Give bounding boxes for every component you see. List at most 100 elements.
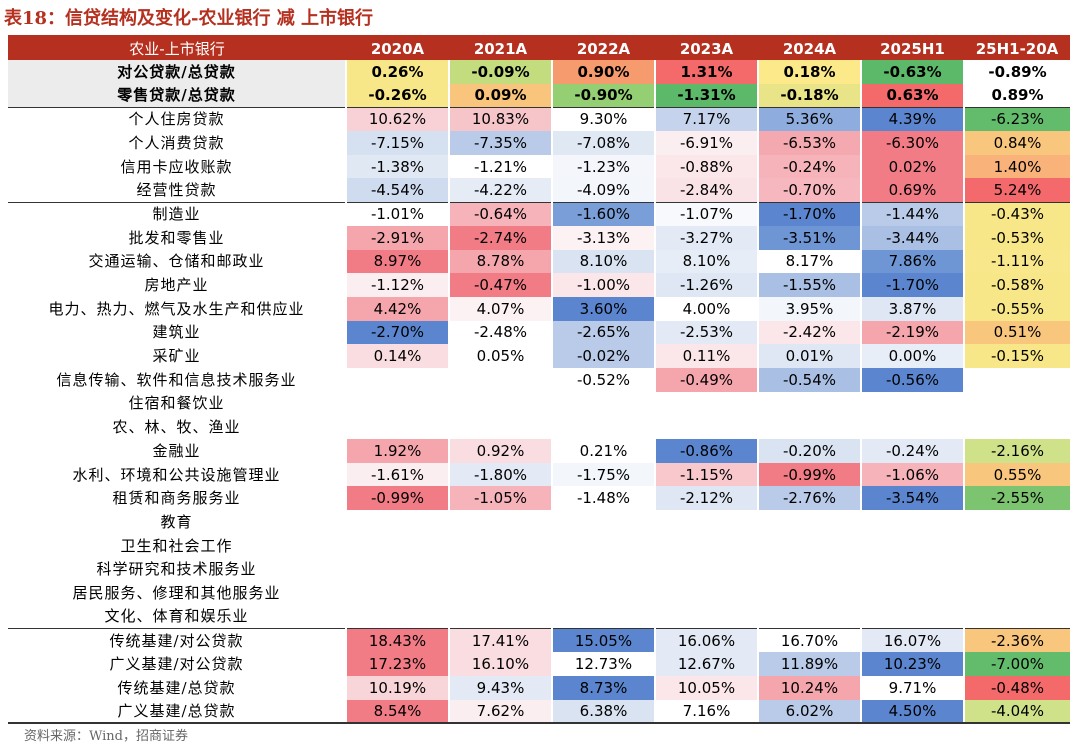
value-cell: -2.91% (345, 225, 449, 250)
value-cell: 17.41% (448, 628, 552, 653)
value-cell: 0.21% (551, 439, 655, 463)
row-label: 制造业 (8, 201, 346, 226)
value-cell: -0.48% (963, 675, 1070, 700)
value-cell: -0.63% (860, 60, 964, 84)
value-cell: -2.84% (654, 178, 758, 203)
value-cell: -1.55% (757, 273, 861, 297)
value-cell (757, 604, 861, 629)
value-cell: -1.26% (654, 273, 758, 297)
value-cell (448, 581, 552, 605)
value-cell: 4.00% (654, 296, 758, 321)
row-label: 传统基建/总贷款 (117, 678, 236, 697)
value-cell: 0.55% (963, 462, 1070, 487)
value-cell: 10.83% (448, 106, 552, 132)
value-cell: 17.23% (345, 652, 449, 676)
value-cell (448, 415, 552, 439)
value-cell (757, 391, 861, 416)
value-cell (551, 391, 655, 416)
value-cell (860, 604, 964, 629)
value-cell: 8.54% (345, 699, 449, 724)
table-row: 建筑业 -2.70% -2.48% -2.65% -2.53% -2.42% -2.19% 0… (8, 320, 1070, 345)
value-cell: -2.65% (551, 320, 655, 345)
value-cell: -0.90% (551, 83, 655, 108)
value-cell: -1.23% (551, 154, 655, 179)
row-label: 房地产业 (144, 276, 209, 295)
value-cell: -1.60% (551, 201, 655, 226)
row-label: 广义基建/对公贷款 (109, 655, 244, 674)
value-cell: -0.20% (757, 439, 861, 463)
table-row: 信息传输、软件和信息技术服务业 -0.52% -0.49% -0.54% -0.56% (8, 367, 1070, 392)
value-cell: 1.31% (654, 60, 758, 84)
value-cell: 0.18% (757, 60, 861, 84)
value-cell (654, 415, 758, 439)
value-cell: -6.23% (963, 106, 1070, 132)
value-cell (654, 581, 758, 605)
value-cell (757, 533, 861, 558)
value-cell: -0.43% (963, 201, 1070, 226)
value-cell: 9.71% (860, 675, 964, 700)
value-cell (654, 557, 758, 582)
table-row: 个人消费贷款 -7.15% -7.35% -7.08% -6.91% -6.53% -6.3… (8, 131, 1070, 155)
value-cell: -0.99% (757, 462, 861, 487)
value-cell: -1.12% (345, 273, 449, 297)
value-cell: 8.73% (551, 675, 655, 700)
value-cell: -7.08% (551, 131, 655, 155)
value-cell: 6.02% (757, 699, 861, 724)
table-row: 个人住房贷款 10.62% 10.83% 9.30% 7.17% 5.36% 4.39% -6… (8, 106, 1070, 132)
value-cell (963, 415, 1070, 439)
value-cell: -1.70% (757, 201, 861, 226)
table-row: 传统基建/对公贷款 18.43% 17.41% 15.05% 16.06% 16.70% 1… (8, 628, 1070, 653)
value-cell: -4.54% (345, 178, 449, 203)
header-period: 2024A (758, 37, 861, 60)
value-cell: 0.92% (448, 439, 552, 463)
value-cell: -0.52% (551, 367, 655, 392)
value-cell: 16.06% (654, 628, 758, 653)
value-cell: 3.95% (757, 296, 861, 321)
value-cell: 10.62% (345, 106, 449, 132)
value-cell: -0.55% (963, 296, 1070, 321)
row-label: 租赁和商务服务业 (112, 489, 241, 508)
table-row: 科学研究和技术服务业 (8, 557, 1070, 582)
table-row: 广义基建/总贷款 8.54% 7.62% 6.38% 7.16% 6.02% 4.50% -4… (8, 699, 1070, 724)
row-label: 电力、热力、燃气及水生产和供应业 (48, 299, 305, 318)
value-cell: -4.09% (551, 178, 655, 203)
value-cell: -0.58% (963, 273, 1070, 297)
row-label: 对公贷款/总贷款 (8, 60, 346, 84)
value-cell (860, 415, 964, 439)
header-row: 农业-上市银行 2020A 2021A 2022A 2023A 2024A 2025H1 25… (8, 37, 1070, 60)
header-period: 2025H1 (861, 37, 964, 60)
value-cell (860, 557, 964, 582)
table-row: 经营性贷款 -4.54% -4.22% -4.09% -2.84% -0.70% 0.69%… (8, 178, 1070, 203)
table-row: 制造业 -1.01% -0.64% -1.60% -1.07% -1.70% -1.44% -… (8, 201, 1070, 226)
value-cell: 9.30% (551, 106, 655, 132)
table-row: 卫生和社会工作 (8, 533, 1070, 558)
value-cell: 0.69% (860, 178, 964, 203)
value-cell (551, 604, 655, 629)
header-period: 2021A (449, 37, 552, 60)
value-cell: 0.05% (448, 344, 552, 368)
value-cell: 3.87% (860, 296, 964, 321)
value-cell: -1.48% (551, 486, 655, 511)
value-cell: 8.17% (757, 249, 861, 274)
value-cell: -2.16% (963, 439, 1070, 463)
value-cell (345, 557, 449, 582)
value-cell: -1.06% (860, 462, 964, 487)
value-cell (757, 557, 861, 582)
table-row: 电力、热力、燃气及水生产和供应业 4.42% 4.07% 3.60% 4.00% 3.95… (8, 296, 1070, 321)
top-rule (8, 35, 1070, 37)
value-cell: 7.17% (654, 106, 758, 132)
value-cell: 0.09% (448, 83, 552, 108)
value-cell (345, 367, 449, 392)
row-label: 信用卡应收账款 (120, 157, 233, 176)
value-cell: 16.10% (448, 652, 552, 676)
value-cell: -0.15% (963, 344, 1070, 368)
value-cell (654, 391, 758, 416)
value-cell (963, 581, 1070, 605)
row-label: 住宿和餐饮业 (128, 394, 225, 413)
header-period: 2023A (655, 37, 758, 60)
value-cell: -4.04% (963, 699, 1070, 724)
table-row: 交通运输、仓储和邮政业 8.97% 8.78% 8.10% 8.10% 8.17% 7.86… (8, 249, 1070, 274)
value-cell: 16.70% (757, 628, 861, 653)
value-cell: 9.43% (448, 675, 552, 700)
value-cell (551, 510, 655, 534)
